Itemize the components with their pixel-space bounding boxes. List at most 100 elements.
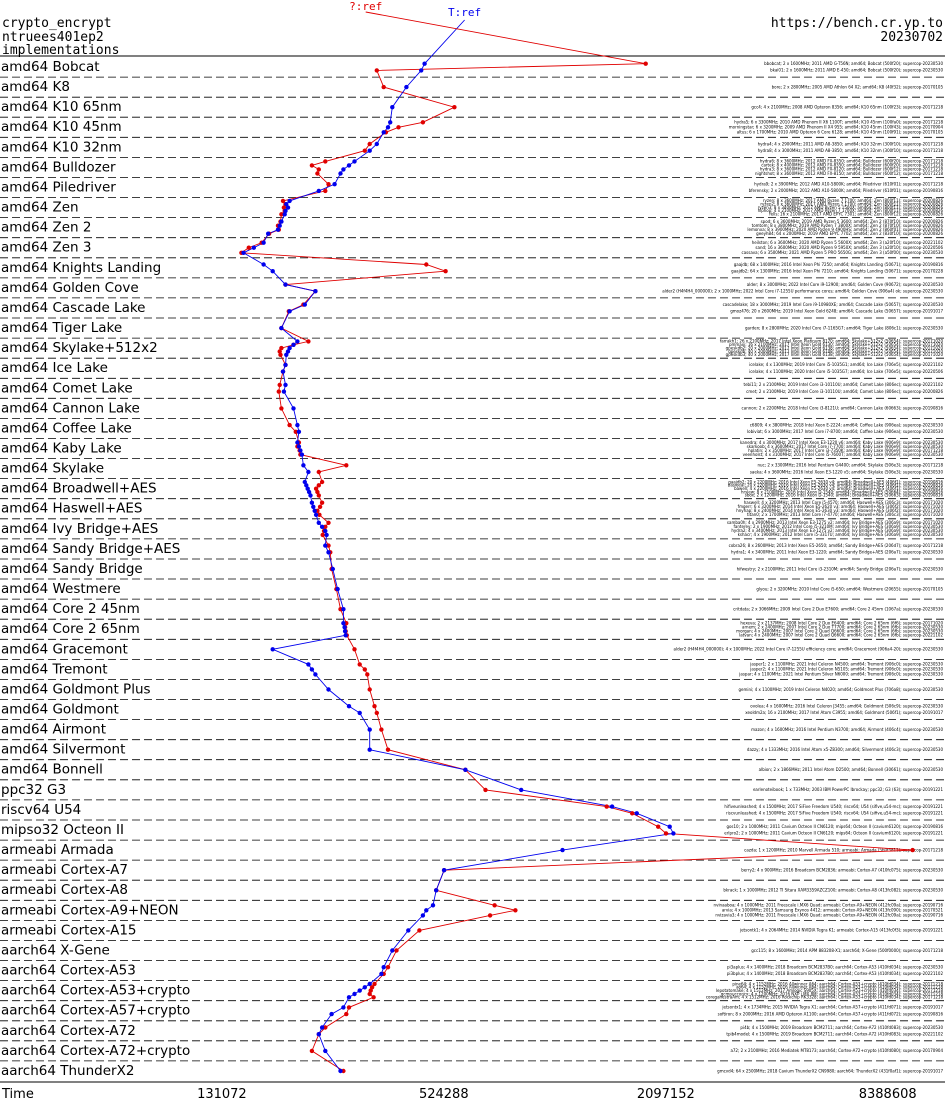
ref-point [283,362,288,368]
machine-entry: alder; 8 x 3000MHz; 2022 Intel Core i9-1… [747,282,944,287]
ref-alt-point [278,352,283,357]
ref-point [560,847,565,853]
ref-alt-point [394,948,399,953]
ref-point [352,159,357,164]
ref-point [420,913,426,918]
ref-point [295,339,300,344]
machine-entry: albion; 2 x 1866MHz; 2011 Intel Atom D25… [759,767,944,772]
machine-entry: lobiviat; 6 x 3000MHz; 2017 Intel Core i… [747,429,943,434]
ref-point [241,250,246,255]
group-label: amd64 Gracemont [1,641,128,657]
ref-alt-point [379,727,384,732]
ref-alt-point [315,171,320,176]
ref-point [281,389,287,394]
ref-alt-point [306,339,311,344]
ref-alt-point [319,500,325,505]
group-label: aarch64 ThunderX2 [1,1063,134,1079]
machine-entry: skarkoob; 4 x 3600MHz; 2017 Intel Core i… [747,444,944,449]
ref-point [251,245,256,250]
ref-alt-point [656,824,661,829]
group-label: ppc32 G3 [1,782,66,798]
machine-entry: bferensky; 2 x 2000MHz; 2012 AMD A10-580… [749,188,944,193]
ref-alt-point [315,489,320,495]
machine-entry: berry2; 4 x 900MHz; 2016 Broadcom BCM283… [741,868,943,873]
ref-point [419,68,424,73]
ref-alt-point [344,1011,349,1017]
group-label: amd64 Golden Cove [1,280,139,296]
group-label: amd64 Sandy Bridge+AES [1,541,180,557]
machine-entry: earlenoteibook; 1 x 733MHz; 2003 IBM Pow… [753,787,944,792]
ref-point [270,647,275,652]
machine-entry: hifwestry; 2 x 2100MHz; 2011 Intel Core … [737,566,944,571]
machine-entry: ovolea; 4 x 1600MHz; 2016 Intel Celeron … [750,704,943,709]
ref-point [367,727,372,732]
ref-point [342,629,348,634]
site-url[interactable]: https://bench.cr.yp.to [771,16,943,31]
machine-entry: hrsiew; 8 x 2100MHz; 2016 Intel Xeon D-1… [741,489,944,494]
machine-entry: alder2 (H4f4H4_000000); 2 x 1000MHz; 202… [662,289,943,294]
ref-alt-point [362,667,367,672]
ref-alt-point [279,345,284,351]
ref-alt-point [381,84,386,90]
ref-alt-point [630,811,635,816]
ref-point [367,981,372,987]
ref-alt-point [385,747,391,752]
machine-entry: pi3bplus; 4 x 1400MHz; 2018 Broadcom BCM… [727,971,944,976]
ref-point [285,349,291,354]
x-axis-label: Time [1,1087,34,1102]
group-label: amd64 Cannon Lake [1,400,140,416]
ref-point [379,971,384,977]
ref-point [287,198,292,204]
ref-alt-point [281,205,287,210]
ref-point [367,148,372,153]
machine-entry: geeyh84; 64 x 2000MHz; 2019 AMD EPYC 770… [756,231,943,236]
ref-alt-point [316,483,321,488]
ref-point [316,188,321,194]
group-label: amd64 Goldmont Plus [1,681,151,697]
x-axis-labels: Time 131072 524288 2097152 8388608 [1,1087,917,1102]
ref-alt-point [417,928,422,933]
machine-entry: farrakh1; 26 x 2100MHz; 2017 Intel Xeon … [720,339,944,344]
group-label: mipso32 Octeon II [1,822,124,838]
ref-point [381,130,386,135]
ref-alt-point [323,159,328,164]
group-label: amd64 Core 2 45nm [1,601,140,617]
ref-alt-point [604,804,609,809]
ref-point [323,528,328,534]
machine-entry: gcc4; 4 x 2100MHz; 2008 AMD Opteron 8356… [751,105,943,110]
machine-entry: bkai01; 2 x 1600MHz; 2011 AMD E-450; amd… [770,68,943,73]
ref-point [388,120,393,125]
ref-point [309,500,315,505]
group-label: amd64 Piledriver [1,180,116,196]
machine-entry: mazon; 4 x 1600MHz; 2016 Intel Pentium N… [751,727,943,732]
ref-point [261,240,266,245]
machine-entry: fanterey; 2 x 1900MHz; 2012 Intel Core i… [734,524,944,529]
ref-point [374,141,379,147]
ref-alt-point [344,463,349,468]
machine-entry: hydra1; 4 x 3400MHz; 2011 Intel Xeon E3-… [731,550,943,555]
ref-alt-point [352,647,357,652]
ref-point [430,903,436,908]
ref-point [343,633,348,638]
machine-entry: latvan; 4 x 2400MHz; 2007 Intel Core 2 Q… [739,633,943,638]
ref-alt-point [326,520,331,525]
ref-point [306,489,312,495]
machine-list: bbobcat; 2 x 1600MHz; 2011 AMD G-T56N; a… [662,61,943,1073]
ref-alt-point [357,662,362,667]
machine-entry: gos10; 2 x 1000MHz; 2011 Cavium Octeon I… [726,824,943,829]
machine-entry: hydra6; 8 x 3600MHz; 2012 AMD FX-8350; a… [760,159,944,164]
group-label: armeabi Cortex-A15 [1,922,137,938]
ref-alt-point [910,847,915,853]
machine-entry: gpeskdb; 40 x 2000MHz; 2017 Intel Xeon G… [728,349,943,354]
machine-entry: dazzy; 4 x 1333MHz; 2016 Intel Atom x5-Z… [747,747,944,752]
group-label: aarch64 Cortex-A53+crypto [1,983,190,999]
ref-point [284,202,289,207]
ref-alt-point [309,1048,315,1054]
group-label: riscv64 U54 [1,802,81,818]
legend: T:ref ?:ref [349,0,646,65]
machine-entry: pmmaxi; 16 x 2100MHz; 2017 Intel Xeon Go… [729,342,943,347]
series-points [239,61,915,1074]
ref-point [634,811,639,816]
ref-alt-point [362,148,367,153]
machine-entry: ryzen2; 8 x 3600MHz; 2017 AMD Ryzen 7 17… [760,202,943,207]
